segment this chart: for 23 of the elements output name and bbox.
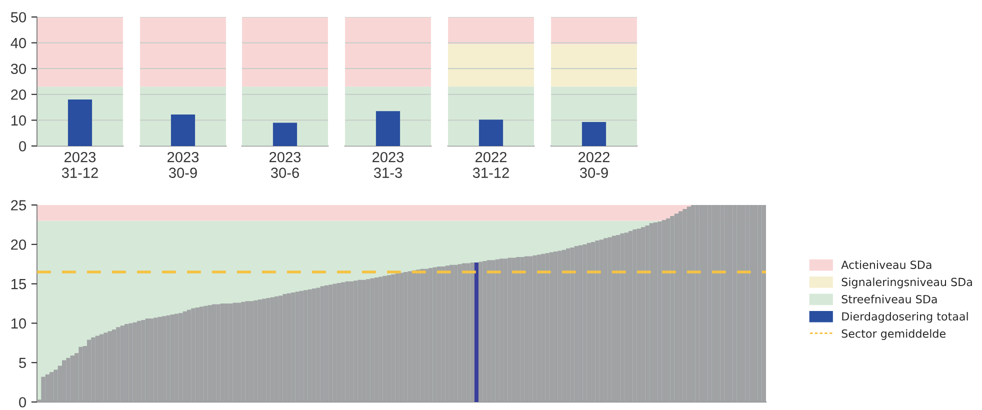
y-tick-label: 20 bbox=[11, 240, 26, 250]
x-tick-label: 2023 30-6 bbox=[270, 152, 301, 178]
y-tick-label: 5 bbox=[19, 358, 26, 368]
legend-label: Signaleringsniveau SDa bbox=[842, 278, 972, 288]
legend-label: Dierdagdosering totaal bbox=[842, 312, 968, 323]
y-tick-label: 50 bbox=[10, 12, 26, 22]
y-tick-label: 30 bbox=[10, 64, 26, 74]
y-tick-label: 10 bbox=[11, 318, 26, 329]
legend-label: Actieniveau SDa bbox=[841, 260, 932, 269]
x-tick-label: 2022 30-9 bbox=[578, 152, 610, 178]
y-tick-label: 40 bbox=[10, 38, 26, 48]
x-tick-label: 2022 31-12 bbox=[472, 152, 509, 178]
x-tick-label: 2023 31-3 bbox=[372, 152, 404, 178]
x-tick-label: 2023 31-12 bbox=[62, 152, 98, 178]
y-tick-label: 0 bbox=[19, 141, 26, 152]
y-tick-label: 20 bbox=[11, 90, 26, 100]
x-tick-label: 2023 30-9 bbox=[168, 152, 199, 178]
y-tick-label: 15 bbox=[11, 279, 26, 290]
y-tick-label: 10 bbox=[11, 115, 26, 126]
y-tick-label: 0 bbox=[19, 397, 26, 408]
y-tick-label: 25 bbox=[11, 200, 26, 210]
legend-label: Sector gemiddelde bbox=[842, 329, 946, 340]
legend-label: Streefniveau SDa bbox=[842, 294, 937, 304]
